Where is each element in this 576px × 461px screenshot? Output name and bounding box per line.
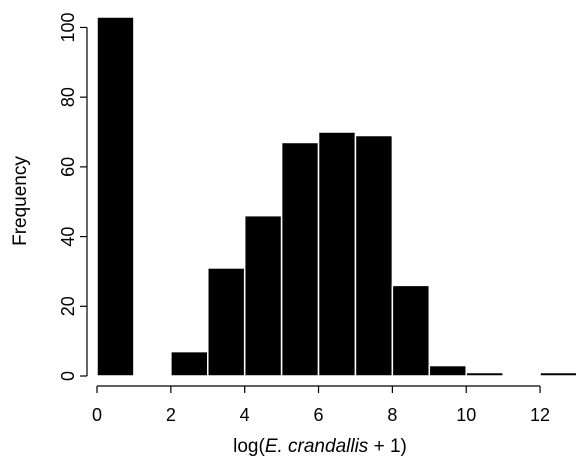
x-tick-label: 10 bbox=[456, 405, 476, 425]
y-tick-label: 60 bbox=[58, 157, 78, 177]
y-axis-title: Frequency bbox=[10, 156, 31, 246]
y-tick-label: 40 bbox=[58, 227, 78, 247]
y-tick-label: 100 bbox=[58, 12, 78, 42]
x-tick-label: 2 bbox=[166, 405, 176, 425]
y-axis: 0 20 40 60 80 100 bbox=[58, 12, 88, 381]
histogram-bar-2 bbox=[170, 350, 209, 377]
histogram-bar-0 bbox=[96, 16, 135, 377]
histogram-bar-5 bbox=[280, 141, 320, 377]
histogram-bar-7 bbox=[354, 134, 394, 377]
histogram-bar-10 bbox=[465, 371, 504, 377]
x-tick-label: 4 bbox=[240, 405, 250, 425]
x-tick-label: 6 bbox=[314, 405, 324, 425]
histogram-bar-3 bbox=[207, 267, 246, 377]
y-tick-label: 20 bbox=[58, 296, 78, 316]
x-tick-label: 12 bbox=[530, 405, 550, 425]
x-tick-label: 0 bbox=[92, 405, 102, 425]
x-axis: 0 2 4 6 8 10 12 bbox=[92, 385, 550, 425]
y-tick-label: 0 bbox=[58, 371, 78, 381]
histogram-bar-12 bbox=[539, 371, 576, 377]
x-axis-title: log(E. crandallis + 1) bbox=[233, 436, 407, 457]
histogram-bar-8 bbox=[391, 284, 431, 377]
histogram-bars bbox=[96, 16, 576, 377]
y-tick-label: 80 bbox=[58, 87, 78, 107]
histogram-bar-9 bbox=[428, 364, 467, 377]
x-tick-label: 8 bbox=[387, 405, 397, 425]
histogram-bar-4 bbox=[243, 214, 283, 377]
histogram-bar-6 bbox=[317, 131, 357, 377]
